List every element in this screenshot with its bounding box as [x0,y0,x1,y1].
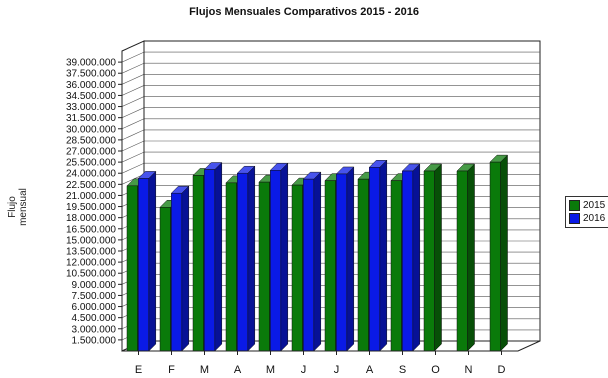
side-gridline-22 [121,85,145,96]
y-tick-label-22: 34.500.000 [66,91,116,102]
x-tick-label-0: E [135,364,142,376]
y-tick-label-23: 36.000.000 [66,80,116,91]
bar-2015-11 [489,154,509,352]
bar-2016-1 [170,185,190,352]
y-tick-label-10: 16.500.000 [66,224,116,235]
legend-label-2016: 2016 [583,213,606,224]
bar-2016-3 [236,165,256,352]
legend: 2015 2016 [565,196,608,228]
y-tick-label-3: 6.000.000 [72,302,117,313]
x-tick-label-4: M [266,364,275,376]
x-tick-label-2: M [200,364,209,376]
x-tick-label-10: N [465,364,473,376]
y-tick-label-13: 21.000.000 [66,191,116,202]
bar-2016-6 [335,166,355,352]
side-gridline-21 [121,96,145,107]
side-gridline-23 [121,74,145,85]
side-gridline-16 [121,151,145,163]
bar-2016-8 [401,163,421,352]
y-tick-label-24: 37.500.000 [66,69,116,80]
chart-title: Flujos Mensuales Comparativos 2015 - 201… [189,6,419,18]
y-tick-label-14: 22.500.000 [66,180,116,191]
bar-2016-0 [137,170,157,352]
y-tick-label-11: 18.000.000 [66,213,116,224]
x-tick-label-11: D [498,364,506,376]
bar-2016-7 [368,159,388,352]
side-gridline-20 [121,107,145,118]
y-tick-label-15: 24.000.000 [66,169,116,180]
legend-entry-2016: 2016 [569,212,605,225]
bar-2015-10 [456,163,476,352]
x-tick-label-1: F [168,364,175,376]
y-tick-label-17: 27.000.000 [66,147,116,158]
side-gridline-19 [121,118,145,130]
side-gridline-18 [121,129,145,141]
legend-swatch-2015 [569,200,580,211]
bar-2015-9 [423,163,443,352]
y-tick-label-9: 15.000.000 [66,235,116,246]
side-gridline-24 [121,62,145,74]
y-tick-label-4: 7.500.000 [72,291,117,302]
bar-2016-4 [269,162,289,352]
x-tick-label-3: A [234,364,242,376]
y-tick-label-16: 25.500.000 [66,158,116,169]
y-tick-label-0: 1.500.000 [72,335,117,346]
y-tick-label-7: 12.000.000 [66,258,116,269]
y-tick-label-20: 31.500.000 [66,113,116,124]
legend-entry-2015: 2015 [569,199,605,212]
y-tick-label-2: 4.500.000 [72,313,117,324]
bar-2016-2 [203,161,223,352]
x-tick-label-7: A [366,364,374,376]
y-tick-label-1: 3.000.000 [72,324,117,335]
y-tick-label-21: 33.000.000 [66,102,116,113]
y-tick-label-5: 9.000.000 [72,280,117,291]
y-tick-label-8: 13.500.000 [66,247,116,258]
x-tick-label-6: J [334,364,340,376]
x-tick-label-9: O [431,364,440,376]
y-tick-label-12: 19.500.000 [66,202,116,213]
legend-swatch-2016 [569,213,580,224]
side-gridline-25 [121,51,145,63]
side-gridline-15 [121,162,145,174]
x-tick-label-5: J [301,364,307,376]
bar-2016-5 [302,171,322,352]
side-gridline-17 [121,140,145,152]
x-tick-label-8: S [399,364,406,376]
side-gridline-14 [121,174,145,185]
y-tick-label-6: 10.500.000 [66,269,116,280]
legend-label-2015: 2015 [583,200,606,211]
y-tick-label-19: 30.000.000 [66,124,116,135]
y-tick-label-25: 39.000.000 [66,58,116,69]
y-tick-label-18: 28.500.000 [66,135,116,146]
